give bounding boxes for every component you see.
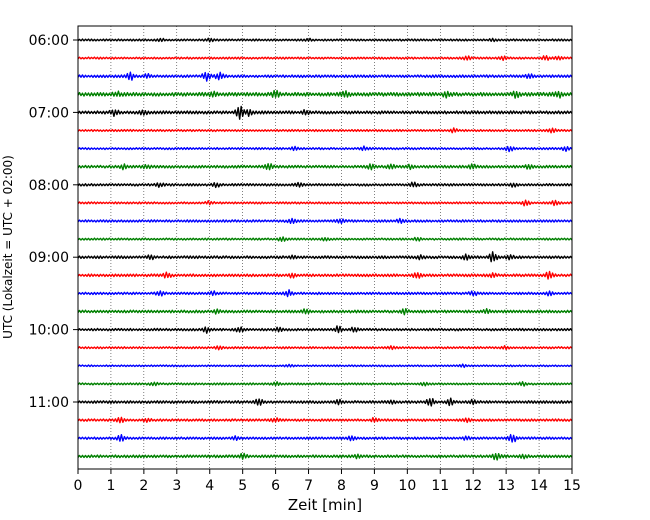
trace-1000 (77, 325, 573, 334)
x-tick-label: 9 (370, 478, 379, 494)
x-tick-label: 0 (74, 478, 83, 494)
x-axis-ticks: 0 1 2 3 4 5 6 7 8 9 10 11 12 13 14 15 (74, 469, 581, 494)
x-tick-label: 11 (431, 478, 449, 494)
x-tick-label: 5 (238, 478, 247, 494)
plot-frame (77, 25, 573, 470)
trace-0645 (77, 89, 573, 99)
trace-0900 (77, 251, 573, 263)
x-tick-label: 8 (337, 478, 346, 494)
seismogram-traces (77, 37, 573, 461)
trace-0800 (77, 181, 573, 189)
y-axis-label: UTC (Lokalzeit = UTC + 02:00) (1, 155, 15, 339)
x-tick-label: 7 (304, 478, 313, 494)
y-tick-label: 06:00 (29, 33, 69, 49)
trace-0915 (77, 270, 573, 280)
trace-1030 (77, 363, 573, 369)
x-tick-label: 13 (497, 478, 515, 494)
trace-0630 (77, 71, 573, 82)
y-tick-label: 10:00 (29, 323, 69, 339)
trace-0600 (77, 37, 573, 43)
y-tick-label: 09:00 (29, 250, 69, 266)
trace-1115 (77, 416, 573, 424)
trace-0615 (77, 55, 573, 62)
trace-1100 (77, 397, 573, 407)
x-tick-label: 6 (271, 478, 280, 494)
trace-1015 (77, 345, 573, 351)
trace-1045 (77, 381, 573, 387)
trace-0930 (77, 289, 573, 298)
trace-1130 (77, 433, 573, 443)
trace-0715 (77, 127, 573, 134)
y-tick-label: 08:00 (29, 178, 69, 194)
trace-0845 (77, 236, 573, 242)
trace-0830 (77, 217, 573, 225)
trace-0945 (77, 308, 573, 316)
x-tick-label: 4 (205, 478, 214, 494)
trace-0815 (77, 199, 573, 207)
vertical-grid (110, 26, 540, 469)
trace-0745 (77, 163, 573, 171)
x-tick-label: 15 (563, 478, 581, 494)
y-tick-label: 07:00 (29, 105, 69, 121)
x-axis-label: Zeit [min] (288, 496, 362, 514)
x-tick-label: 14 (530, 478, 548, 494)
x-tick-label: 12 (464, 478, 482, 494)
y-tick-label: 11:00 (29, 395, 69, 411)
trace-1145 (77, 452, 573, 461)
y-axis-ticks: 06:00 07:00 08:00 09:00 10:00 11:00 (29, 33, 78, 411)
x-tick-label: 1 (106, 478, 115, 494)
x-tick-label: 10 (398, 478, 416, 494)
x-tick-label: 3 (172, 478, 181, 494)
trace-0700 (77, 105, 573, 120)
x-tick-label: 2 (139, 478, 148, 494)
trace-0730 (77, 145, 573, 153)
